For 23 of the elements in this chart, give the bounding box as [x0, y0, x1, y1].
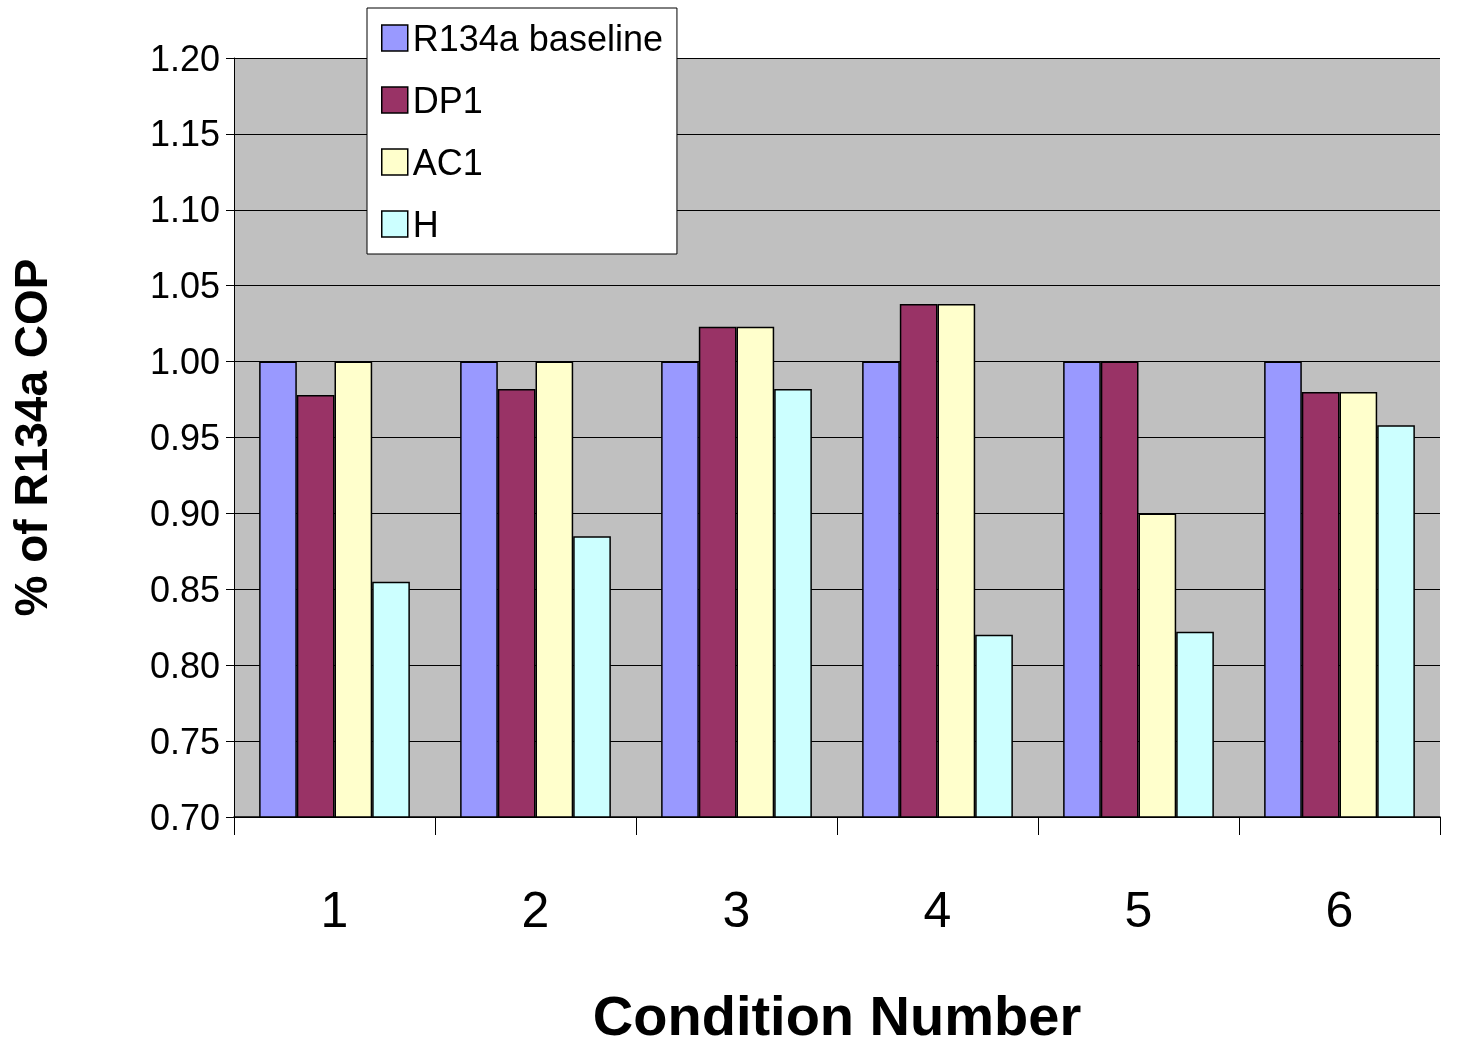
- x-tick-label: 6: [1325, 882, 1354, 938]
- y-tick-label: 1.15: [149, 113, 220, 155]
- y-tick-label: 1.00: [149, 341, 220, 383]
- x-tick-label: 4: [923, 882, 952, 938]
- x-tick-label: 2: [521, 882, 550, 938]
- x-tick-label: 3: [722, 882, 751, 938]
- y-tick-label: 1.10: [149, 189, 220, 231]
- legend-label: AC1: [412, 141, 483, 183]
- y-tick-label: 0.90: [149, 492, 220, 534]
- legend-label: R134a baseline: [412, 17, 663, 59]
- y-tick-label: 0.80: [149, 644, 220, 686]
- x-tick-label: 5: [1124, 882, 1153, 938]
- legend-label: DP1: [412, 79, 483, 121]
- x-tick-label: 1: [320, 882, 349, 938]
- y-tick-label: 0.70: [149, 796, 220, 838]
- y-tick-label: 0.75: [149, 720, 220, 762]
- y-axis-title: % of R134a COP: [5, 258, 57, 617]
- y-tick-label: 1.20: [149, 37, 220, 79]
- legend-label: H: [412, 203, 439, 245]
- x-axis-title: Condition Number: [592, 983, 1082, 1047]
- y-tick-label: 0.85: [149, 568, 220, 610]
- y-tick-label: 0.95: [149, 417, 220, 458]
- y-tick-label: 1.05: [149, 265, 220, 307]
